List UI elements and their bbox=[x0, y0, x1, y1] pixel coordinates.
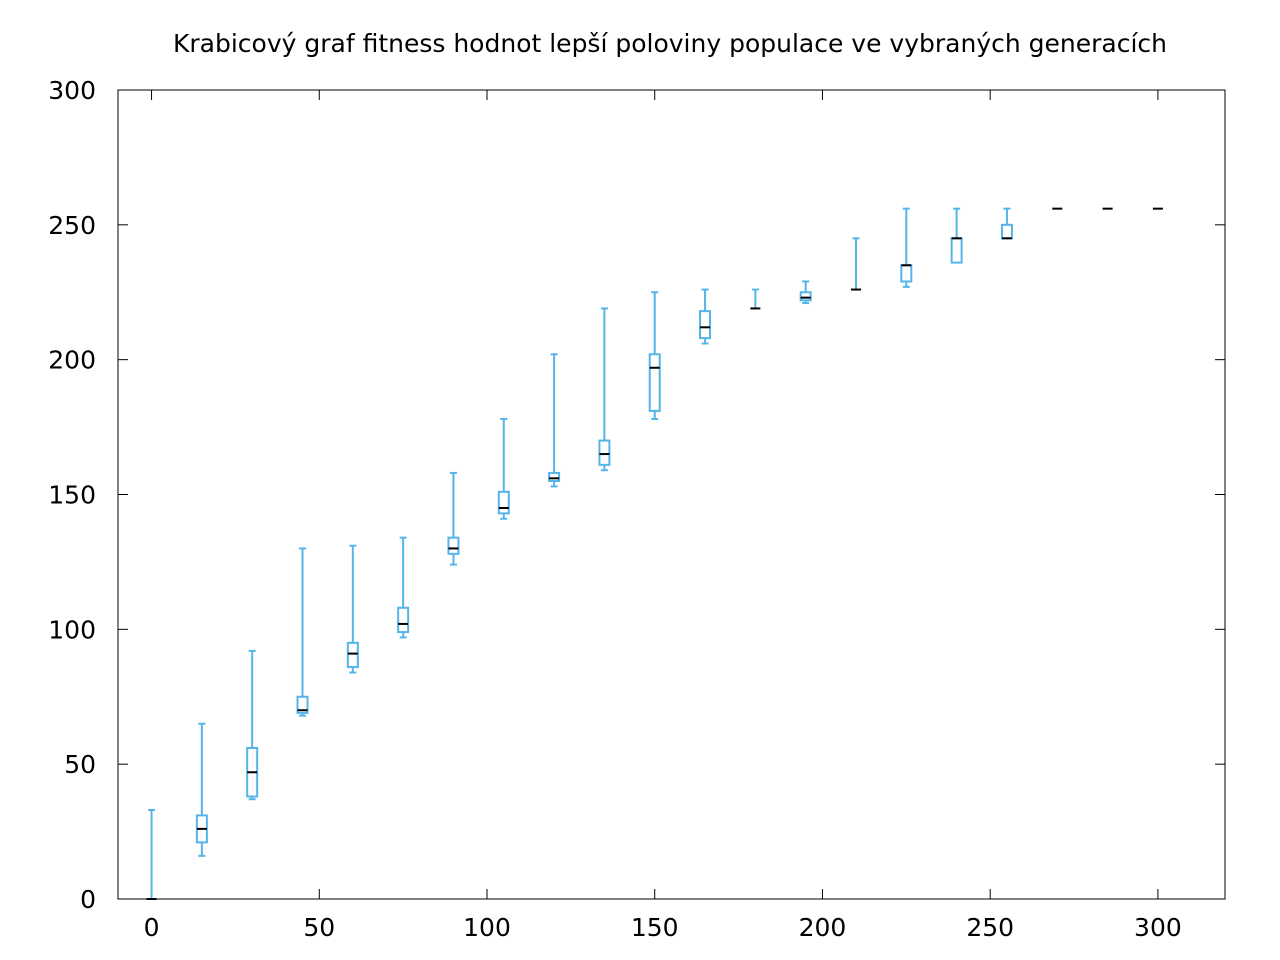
box-generation-120 bbox=[548, 353, 561, 488]
box-iqr bbox=[346, 641, 359, 669]
y-tick-label: 200 bbox=[48, 346, 96, 375]
x-tick-label: 300 bbox=[1134, 913, 1182, 942]
box-iqr bbox=[1000, 223, 1013, 240]
box-generation-15 bbox=[195, 722, 208, 857]
box-generation-0 bbox=[146, 809, 157, 900]
box-iqr bbox=[950, 237, 963, 264]
x-tick-label: 200 bbox=[799, 913, 847, 942]
box-iqr bbox=[296, 695, 309, 714]
box-generation-135 bbox=[598, 307, 611, 472]
box-iqr bbox=[900, 264, 913, 283]
x-tick-label: 250 bbox=[966, 913, 1014, 942]
box-generation-45 bbox=[296, 547, 309, 717]
box-generation-210 bbox=[851, 237, 861, 291]
y-tick-label: 250 bbox=[48, 211, 96, 240]
box-generation-240 bbox=[950, 207, 963, 264]
x-tick-label: 150 bbox=[631, 913, 679, 942]
box-iqr bbox=[648, 353, 661, 412]
box-generation-60 bbox=[346, 544, 359, 674]
box-generation-225 bbox=[900, 207, 913, 288]
box-generation-195 bbox=[799, 280, 812, 305]
y-tick-label: 300 bbox=[48, 76, 96, 105]
box-iqr bbox=[397, 606, 410, 634]
box-iqr bbox=[598, 439, 611, 466]
box-generation-90 bbox=[447, 471, 460, 566]
boxes bbox=[146, 207, 1163, 900]
box-generation-150 bbox=[648, 291, 661, 420]
box-generation-180 bbox=[750, 288, 761, 310]
x-tick-label: 100 bbox=[463, 913, 511, 942]
box-generation-165 bbox=[699, 288, 712, 345]
box-generation-30 bbox=[246, 649, 259, 801]
box-generation-75 bbox=[397, 536, 410, 639]
box-iqr bbox=[548, 471, 561, 483]
box-generation-255 bbox=[1000, 207, 1013, 240]
y-tick-label: 50 bbox=[64, 750, 96, 779]
y-tick-label: 100 bbox=[48, 615, 96, 644]
x-tick-label: 50 bbox=[303, 913, 335, 942]
plot-frame bbox=[117, 89, 1226, 900]
x-tick-label: 0 bbox=[144, 913, 160, 942]
chart-title: Krabicový graf fitness hodnot lepší polo… bbox=[173, 29, 1167, 58]
box-iqr bbox=[447, 536, 460, 555]
axes: 0 50 100 150 200 250 300 0 50 100 150 200 250 300 bbox=[48, 76, 1225, 942]
box-generation-105 bbox=[497, 417, 510, 520]
box-iqr bbox=[799, 291, 812, 302]
box-iqr bbox=[497, 490, 510, 515]
y-tick-label: 150 bbox=[48, 481, 96, 510]
box-iqr bbox=[699, 310, 712, 340]
y-tick-label: 0 bbox=[80, 885, 96, 914]
